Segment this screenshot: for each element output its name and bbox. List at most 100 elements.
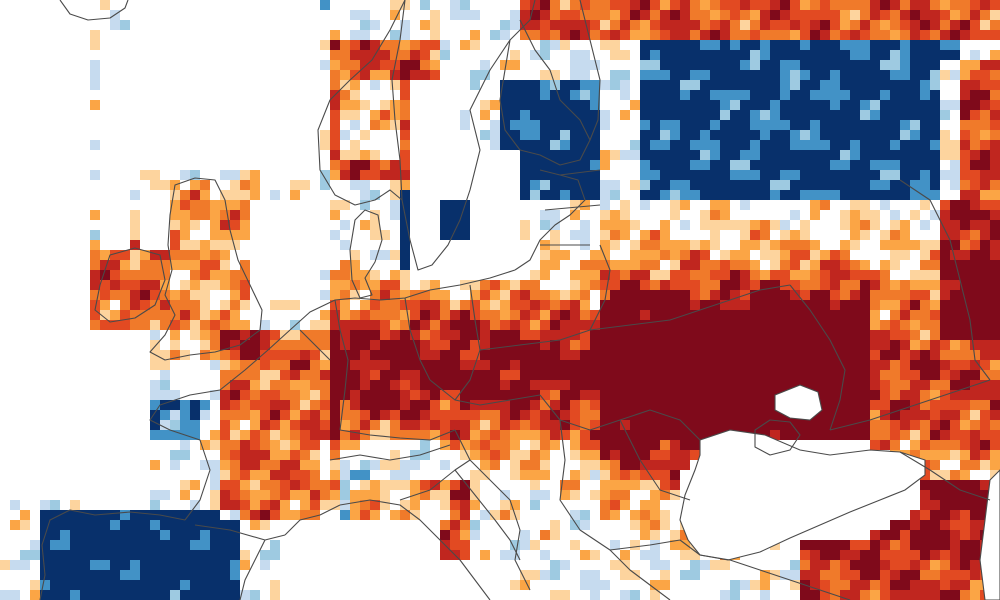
anomaly-pixel bbox=[110, 590, 120, 600]
anomaly-pixel bbox=[180, 350, 190, 360]
anomaly-pixel bbox=[410, 370, 420, 380]
anomaly-pixel bbox=[460, 0, 470, 10]
anomaly-pixel bbox=[700, 160, 710, 170]
anomaly-pixel bbox=[220, 550, 230, 560]
anomaly-pixel bbox=[710, 370, 720, 380]
anomaly-pixel bbox=[410, 380, 420, 390]
anomaly-pixel bbox=[50, 550, 60, 560]
anomaly-pixel bbox=[710, 50, 720, 60]
anomaly-pixel bbox=[740, 190, 750, 200]
anomaly-pixel bbox=[510, 360, 520, 370]
anomaly-pixel bbox=[600, 110, 610, 120]
anomaly-pixel bbox=[990, 260, 1000, 270]
anomaly-pixel bbox=[850, 150, 860, 160]
anomaly-pixel bbox=[100, 270, 110, 280]
anomaly-pixel bbox=[230, 230, 240, 240]
anomaly-pixel bbox=[960, 200, 970, 210]
anomaly-pixel bbox=[750, 360, 760, 370]
anomaly-pixel bbox=[500, 280, 510, 290]
anomaly-pixel bbox=[240, 560, 250, 570]
anomaly-pixel bbox=[880, 100, 890, 110]
anomaly-pixel bbox=[960, 350, 970, 360]
anomaly-pixel bbox=[150, 360, 160, 370]
anomaly-pixel bbox=[580, 440, 590, 450]
anomaly-pixel bbox=[960, 130, 970, 140]
anomaly-pixel bbox=[850, 380, 860, 390]
anomaly-pixel bbox=[830, 300, 840, 310]
anomaly-pixel bbox=[450, 430, 460, 440]
anomaly-pixel bbox=[600, 270, 610, 280]
anomaly-pixel bbox=[530, 80, 540, 90]
anomaly-pixel bbox=[390, 40, 400, 50]
anomaly-pixel bbox=[170, 190, 180, 200]
anomaly-pixel bbox=[990, 410, 1000, 420]
anomaly-pixel bbox=[220, 310, 230, 320]
anomaly-pixel bbox=[460, 40, 470, 50]
anomaly-pixel bbox=[400, 220, 410, 230]
anomaly-pixel bbox=[800, 150, 810, 160]
anomaly-pixel bbox=[150, 590, 160, 600]
anomaly-pixel bbox=[550, 350, 560, 360]
anomaly-pixel bbox=[540, 160, 550, 170]
anomaly-pixel bbox=[480, 280, 490, 290]
anomaly-pixel bbox=[570, 190, 580, 200]
anomaly-pixel bbox=[240, 400, 250, 410]
anomaly-pixel bbox=[920, 530, 930, 540]
anomaly-pixel bbox=[540, 330, 550, 340]
anomaly-pixel bbox=[830, 390, 840, 400]
anomaly-pixel bbox=[430, 380, 440, 390]
anomaly-pixel bbox=[440, 380, 450, 390]
anomaly-pixel bbox=[370, 360, 380, 370]
anomaly-pixel bbox=[560, 370, 570, 380]
anomaly-pixel bbox=[760, 20, 770, 30]
anomaly-pixel bbox=[120, 290, 130, 300]
anomaly-pixel bbox=[310, 400, 320, 410]
anomaly-pixel bbox=[520, 370, 530, 380]
anomaly-pixel bbox=[800, 100, 810, 110]
anomaly-pixel bbox=[560, 40, 570, 50]
anomaly-pixel bbox=[450, 410, 460, 420]
anomaly-pixel bbox=[900, 140, 910, 150]
anomaly-pixel bbox=[360, 320, 370, 330]
anomaly-pixel bbox=[270, 330, 280, 340]
ireland-coast bbox=[94, 247, 166, 323]
anomaly-pixel bbox=[340, 360, 350, 370]
anomaly-pixel bbox=[850, 300, 860, 310]
anomaly-pixel bbox=[710, 100, 720, 110]
anomaly-pixel bbox=[200, 250, 210, 260]
anomaly-pixel bbox=[800, 120, 810, 130]
anomaly-pixel bbox=[660, 520, 670, 530]
anomaly-pixel bbox=[910, 90, 920, 100]
anomaly-pixel bbox=[680, 290, 690, 300]
anomaly-pixel bbox=[790, 70, 800, 80]
anomaly-pixel bbox=[860, 0, 870, 10]
anomaly-pixel bbox=[230, 470, 240, 480]
anomaly-pixel bbox=[580, 10, 590, 20]
anomaly-pixel bbox=[960, 0, 970, 10]
anomaly-pixel bbox=[560, 360, 570, 370]
anomaly-pixel bbox=[250, 190, 260, 200]
anomaly-pixel bbox=[550, 230, 560, 240]
anomaly-pixel bbox=[650, 60, 660, 70]
anomaly-pixel bbox=[730, 40, 740, 50]
anomaly-pixel bbox=[510, 20, 520, 30]
anomaly-pixel bbox=[350, 400, 360, 410]
anomaly-pixel bbox=[480, 460, 490, 470]
anomaly-pixel bbox=[390, 170, 400, 180]
anomaly-pixel bbox=[190, 270, 200, 280]
anomaly-pixel bbox=[630, 480, 640, 490]
anomaly-pixel bbox=[520, 390, 530, 400]
anomaly-pixel bbox=[360, 400, 370, 410]
anomaly-pixel bbox=[990, 280, 1000, 290]
anomaly-pixel bbox=[530, 100, 540, 110]
anomaly-pixel bbox=[210, 240, 220, 250]
anomaly-pixel bbox=[960, 220, 970, 230]
anomaly-pixel bbox=[990, 300, 1000, 310]
anomaly-pixel bbox=[920, 420, 930, 430]
anomaly-pixel bbox=[320, 130, 330, 140]
anomaly-pixel bbox=[60, 540, 70, 550]
anomaly-pixel bbox=[830, 190, 840, 200]
anomaly-pixel bbox=[440, 530, 450, 540]
anomaly-pixel bbox=[840, 270, 850, 280]
anomaly-pixel bbox=[700, 330, 710, 340]
